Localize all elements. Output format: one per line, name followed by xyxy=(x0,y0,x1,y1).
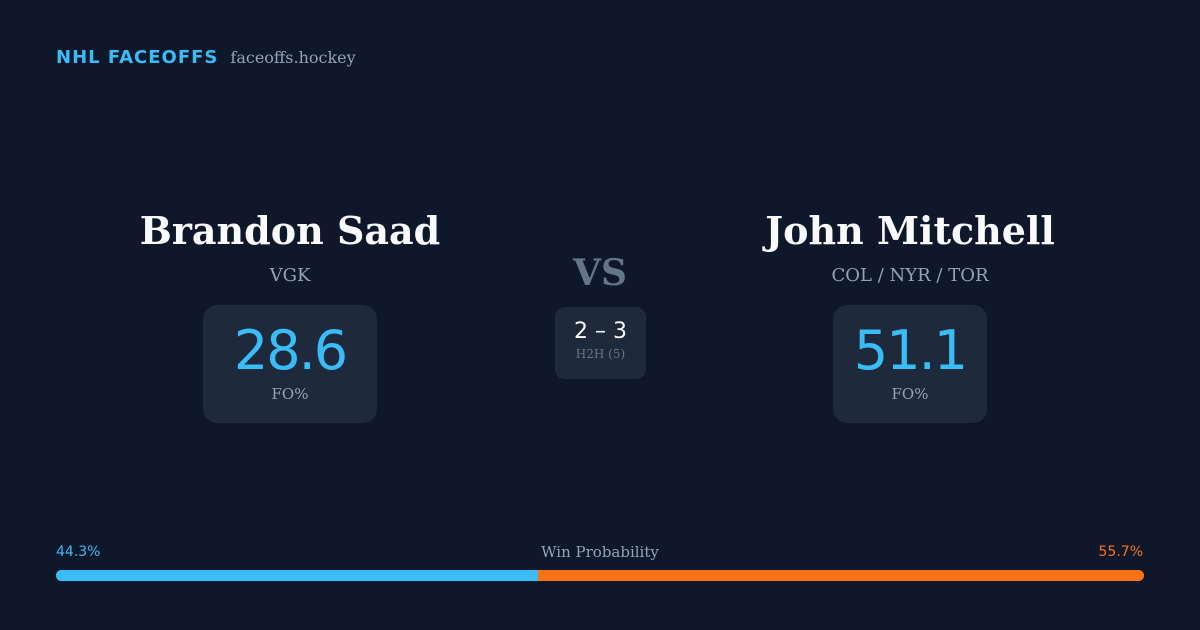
win-probability-right: 55.7% xyxy=(1098,544,1143,560)
brand: NHL FACEOFFS faceoffs.hockey xyxy=(56,47,356,68)
h2h-card: 2 – 3 H2H (5) xyxy=(555,307,646,379)
player-right-stat-value: 51.1 xyxy=(853,319,968,382)
player-right-stat-label: FO% xyxy=(891,385,929,403)
win-probability-fill-left xyxy=(56,570,538,581)
win-probability-title: Win Probability xyxy=(541,543,659,561)
player-left-stat-label: FO% xyxy=(271,385,309,403)
brand-domain: faceoffs.hockey xyxy=(230,48,356,67)
win-probability-fill-right xyxy=(537,570,1144,581)
player-left-team: VGK xyxy=(269,265,311,286)
player-left-name: Brandon Saad xyxy=(139,208,441,253)
h2h-score: 2 – 3 xyxy=(574,319,627,344)
win-probability-left: 44.3% xyxy=(56,544,101,560)
player-right: John Mitchell COL / NYR / TOR 51.1 FO% xyxy=(700,205,1120,423)
versus-label: VS xyxy=(573,252,627,294)
h2h-label: H2H (5) xyxy=(575,347,626,361)
brand-name: NHL FACEOFFS xyxy=(56,47,219,68)
player-left-stat-value: 28.6 xyxy=(233,319,348,382)
player-right-stat-card: 51.1 FO% xyxy=(833,305,987,423)
player-left-stat-card: 28.6 FO% xyxy=(203,305,377,423)
player-right-name: John Mitchell xyxy=(765,208,1055,253)
player-right-team: COL / NYR / TOR xyxy=(831,265,989,286)
win-probability-bar xyxy=(56,570,1144,581)
player-left: Brandon Saad VGK 28.6 FO% xyxy=(80,205,500,423)
